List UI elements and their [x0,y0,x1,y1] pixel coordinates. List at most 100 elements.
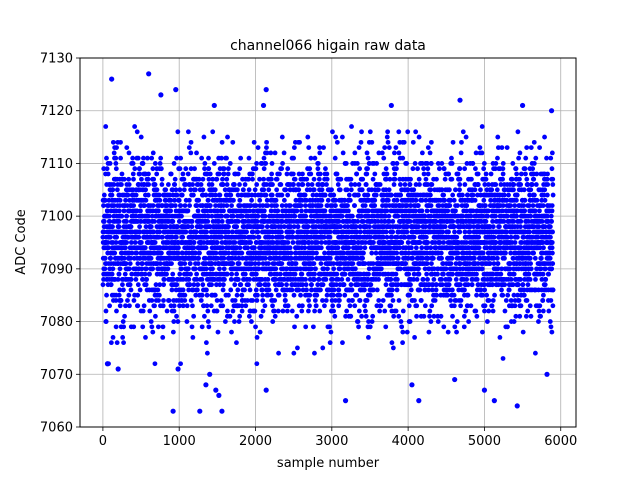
data-point [416,266,421,271]
data-point [178,361,183,366]
data-point [396,214,401,219]
data-point [453,187,458,192]
data-point [400,330,405,335]
data-point [336,182,341,187]
data-point [130,156,135,161]
data-point [263,161,268,166]
data-point [319,240,324,245]
data-point [417,288,422,293]
data-point [225,272,230,277]
data-point [249,198,254,203]
data-point [104,319,109,324]
data-point [274,187,279,192]
data-point [361,251,366,256]
data-point [253,309,258,314]
data-point [181,288,186,293]
data-point [384,282,389,287]
data-point [419,245,424,250]
data-point [161,324,166,329]
data-point [185,319,190,324]
data-point [200,187,205,192]
data-point [145,156,150,161]
data-point [147,309,152,314]
data-point [208,203,213,208]
data-point [389,193,394,198]
data-point [425,208,430,213]
data-point [251,235,256,240]
data-point [110,224,115,229]
data-point [266,282,271,287]
data-point [172,182,177,187]
data-point [448,298,453,303]
data-point [326,198,331,203]
data-point [447,187,452,192]
data-point [476,182,481,187]
data-point [159,166,164,171]
data-point [251,230,256,235]
data-point [398,182,403,187]
data-point [176,245,181,250]
data-point [376,298,381,303]
data-point [228,193,233,198]
data-point [380,150,385,155]
data-point [452,198,457,203]
data-point [113,161,118,166]
data-point [291,156,296,161]
data-point [312,177,317,182]
data-point [117,208,122,213]
data-point [370,319,375,324]
data-point [125,298,130,303]
data-point [429,261,434,266]
data-point [136,235,141,240]
data-point [346,208,351,213]
data-point [255,230,260,235]
data-point [440,230,445,235]
data-point [352,303,357,308]
data-point [260,293,265,298]
data-point [395,198,400,203]
data-point [264,140,269,145]
data-point [178,156,183,161]
data-point [219,156,224,161]
data-point [306,309,311,314]
data-point [141,161,146,166]
data-point [171,330,176,335]
data-point [367,224,372,229]
data-point [356,193,361,198]
data-point [137,166,142,171]
data-point [261,309,266,314]
data-point [231,309,236,314]
data-point [409,288,414,293]
data-point [351,261,356,266]
data-point [279,282,284,287]
data-point [222,266,227,271]
data-point [457,230,462,235]
data-point [234,340,239,345]
data-point [398,193,403,198]
data-point [462,182,467,187]
data-point [452,293,457,298]
data-point [384,230,389,235]
data-point [247,187,252,192]
data-point [462,166,467,171]
data-point [429,303,434,308]
data-point [374,193,379,198]
data-point [262,208,267,213]
data-point [317,177,322,182]
data-point [457,182,462,187]
data-point [280,193,285,198]
data-point [407,293,412,298]
data-point [325,266,330,271]
data-point [139,135,144,140]
data-point [232,319,237,324]
data-point [427,309,432,314]
data-point [370,314,375,319]
data-point [299,208,304,213]
data-point [425,277,430,282]
data-point [255,335,260,340]
data-point [258,282,263,287]
data-point [229,330,234,335]
data-point [317,309,322,314]
data-point [127,182,132,187]
data-point [158,156,163,161]
